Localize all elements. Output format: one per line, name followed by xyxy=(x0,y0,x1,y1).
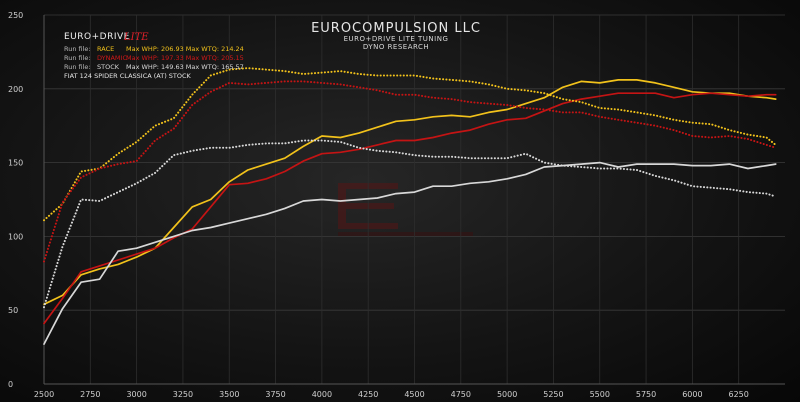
x-tick-label: 5750 xyxy=(636,390,656,399)
x-tick-label: 4000 xyxy=(312,390,332,399)
x-tick-label: 4500 xyxy=(404,390,424,399)
legend-row-prefix: Run file: xyxy=(64,63,91,71)
y-tick-label: 150 xyxy=(8,159,23,168)
series-layer xyxy=(43,67,777,345)
series-line-stock-whp xyxy=(43,161,777,345)
brand-logo-accent: LITE xyxy=(123,32,149,43)
chart-title: EUROCOMPULSION LLC xyxy=(311,21,481,36)
x-tick-label: 2750 xyxy=(80,390,100,399)
legend-row-prefix: Run file: xyxy=(64,45,91,53)
legend-row-stats: Max WHP: 149.63 Max WTQ: 165.57 xyxy=(126,63,244,71)
axes-layer: 0 50 100 150 200 250 2500 2750 3000 3250 3500 3750 4… xyxy=(8,11,785,399)
brand-logo-text: EURO+DRIVE xyxy=(64,32,130,42)
series-line-race-whp xyxy=(43,79,777,306)
x-tick-label: 5500 xyxy=(590,390,610,399)
legend-row-name: DYNAMIC xyxy=(97,54,127,62)
series-line-race-wtq xyxy=(43,67,777,222)
y-tick-label: 50 xyxy=(8,306,18,315)
y-tick-label: 200 xyxy=(8,85,23,94)
legend-row-name: RACE xyxy=(97,45,114,53)
x-tick-label: 3500 xyxy=(219,390,239,399)
x-tick-label: 2500 xyxy=(34,390,54,399)
legend-row-prefix: Run file: xyxy=(64,54,91,62)
series-line-stock-wtq xyxy=(43,139,777,309)
legend-row-stats: Max WHP: 197.33 Max WTQ: 205.15 xyxy=(126,54,244,62)
x-tick-label: 4250 xyxy=(358,390,378,399)
watermark-logo xyxy=(338,183,473,236)
legend-row-name: STOCK xyxy=(97,63,120,71)
legend: Run file: RACE Max WHP: 206.93 Max WTQ: … xyxy=(64,45,244,80)
y-tick-label: 250 xyxy=(8,11,23,20)
x-tick-label: 6250 xyxy=(729,390,749,399)
y-tick-label: 100 xyxy=(8,232,23,241)
brand-logo: EURO+DRIVE LITE xyxy=(64,32,149,43)
x-tick-label: 5000 xyxy=(497,390,517,399)
chart-subtitle: EURO+DRIVE LITE TUNING xyxy=(344,35,449,43)
series-line-dynamic-whp xyxy=(43,92,777,325)
x-tick-label: 6000 xyxy=(682,390,702,399)
series-line-dynamic-wtq xyxy=(43,80,777,263)
x-tick-label: 3750 xyxy=(265,390,285,399)
legend-row-stats: Max WHP: 206.93 Max WTQ: 214.24 xyxy=(126,45,244,53)
chart-subtitle-2: DYNO RESEARCH xyxy=(363,43,429,51)
vehicle-label: FIAT 124 SPIDER CLASSICA (AT) STOCK xyxy=(64,72,192,80)
x-tick-label: 3250 xyxy=(173,390,193,399)
y-tick-label: 0 xyxy=(8,380,13,389)
x-tick-label: 4750 xyxy=(451,390,471,399)
x-tick-label: 5250 xyxy=(543,390,563,399)
x-tick-label: 3000 xyxy=(126,390,146,399)
